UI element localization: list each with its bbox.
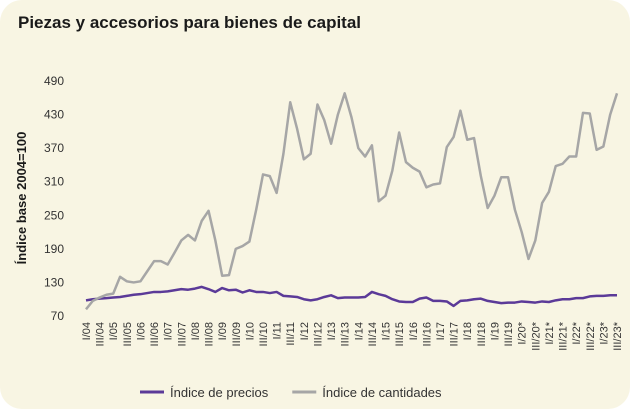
x-tick-label: III/23*: [612, 321, 624, 350]
x-tick-label: III/05: [122, 322, 134, 346]
x-tick-label: I/11: [272, 322, 284, 340]
y-tick-label: 130: [44, 275, 64, 289]
y-tick-label: 250: [44, 208, 64, 222]
legend-label: Índice de cantidades: [322, 385, 442, 400]
x-tick-label: III/04: [95, 322, 107, 346]
y-tick-label: 490: [44, 74, 64, 88]
x-tick-label: I/05: [108, 322, 120, 340]
y-tick-label: 370: [44, 141, 64, 155]
x-tick-label: III/06: [149, 322, 161, 346]
x-tick-label: I/15: [381, 322, 393, 340]
x-tick-label: III/21*: [558, 321, 570, 350]
x-tick-label: III/20*: [530, 321, 542, 350]
x-tick-label: III/09: [231, 322, 243, 346]
x-tick-label: III/07: [176, 322, 188, 346]
y-tick-label: 190: [44, 242, 64, 256]
x-tick-label: III/14: [367, 322, 379, 346]
x-tick-label: I/07: [163, 322, 175, 340]
x-tick-label: I/08: [190, 322, 202, 340]
y-axis-label: Índice base 2004=100: [14, 132, 29, 265]
y-tick-label: 430: [44, 108, 64, 122]
x-tick-label: III/13: [340, 322, 352, 346]
x-tick-label: III/16: [421, 322, 433, 346]
x-tick-label: III/18: [476, 322, 488, 346]
x-tick-label: I/14: [353, 322, 365, 340]
x-tick-label: I/13: [326, 322, 338, 340]
x-tick-label: III/19: [503, 322, 515, 346]
x-tick-label: I/12: [299, 322, 311, 340]
legend-label: Índice de precios: [170, 385, 269, 400]
x-tick-label: I/19: [489, 322, 501, 340]
series-line: [85, 285, 617, 308]
x-tick-label: III/10: [258, 322, 270, 346]
series-line: [85, 92, 619, 311]
y-tick-label: 310: [44, 175, 64, 189]
chart-title: Piezas y accesorios para bienes de capit…: [18, 13, 361, 32]
x-tick-label: III/22*: [585, 321, 597, 350]
x-tick-label: I/22*: [571, 321, 583, 344]
x-tick-label: I/10: [244, 322, 256, 340]
x-tick-label: I/17: [435, 322, 447, 340]
x-tick-label: III/15: [394, 322, 406, 346]
x-tick-label: I/23*: [598, 321, 610, 344]
x-tick-label: I/04: [81, 322, 93, 340]
x-tick-label: I/18: [462, 322, 474, 340]
x-tick-label: III/17: [449, 322, 461, 346]
x-tick-label: I/20*: [517, 321, 529, 344]
x-tick-label: I/21*: [544, 321, 556, 344]
x-tick-label: III/12: [312, 322, 324, 346]
y-tick-label: 70: [51, 309, 65, 323]
x-tick-label: III/11: [285, 322, 297, 346]
x-tick-label: I/16: [408, 322, 420, 340]
x-tick-label: III/08: [204, 322, 216, 346]
x-tick-label: I/09: [217, 322, 229, 340]
x-tick-label: I/06: [135, 322, 147, 340]
